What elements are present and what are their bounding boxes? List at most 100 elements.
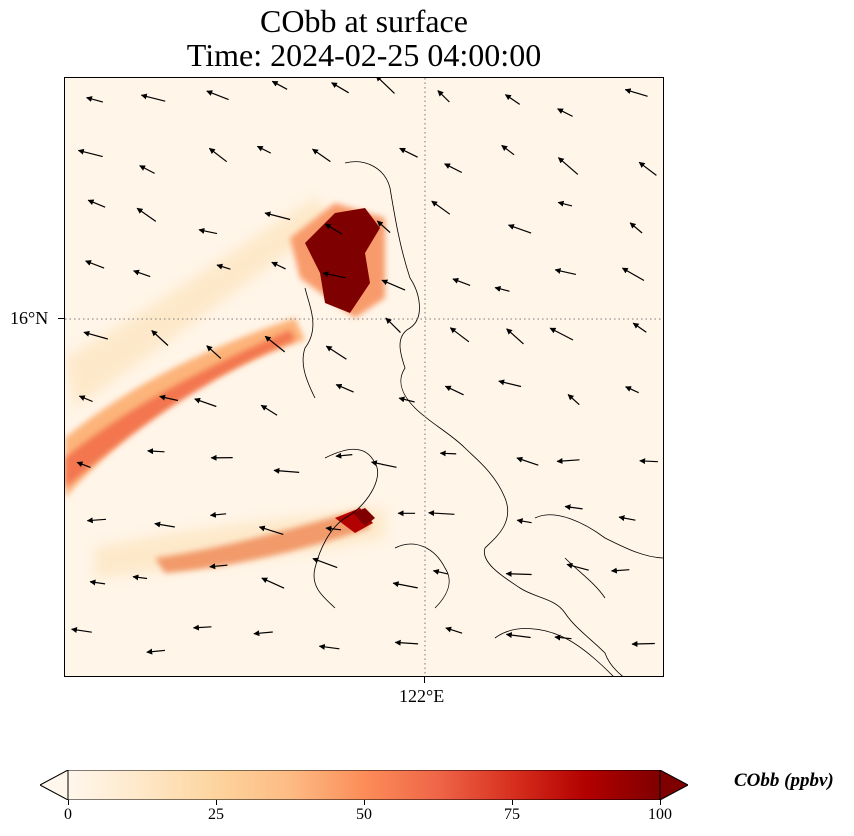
plume-south [155,508,370,573]
colorbar-tick-mark [364,800,365,805]
map-panel [64,77,664,677]
wind-arrow [206,90,229,101]
wind-arrow [77,148,103,158]
source-south-dark [353,508,375,526]
wind-arrow [83,330,108,340]
wind-arrow [322,271,346,279]
wind-arrow [625,386,639,394]
wind-arrow [504,94,521,105]
lon-tick-label: 122°E [399,686,445,706]
colorbar-tick-mark [512,800,513,805]
plume-northwest-core [65,330,295,488]
wind-arrow [431,200,451,215]
wind-arrow [312,148,331,163]
wind-arrow [133,269,151,278]
wind-arrow [271,80,288,90]
wind-arrow [85,260,105,269]
colorbar-tick-mark [660,800,661,805]
colorbar-extend-high [659,769,690,801]
wind-arrow [505,632,531,639]
wind-arrow [392,581,418,589]
wind-arrow [629,222,643,234]
wind-arrow [399,147,418,158]
wind-arrow [428,510,455,517]
wind-arrow [554,634,572,641]
wind-arrow [557,157,579,175]
wind-arrow [159,394,179,402]
wind-arrow [206,345,222,359]
wind-arrow [566,562,589,571]
wind-arrow [78,395,93,403]
wind-arrow [208,147,228,163]
wind-arrow [507,224,532,234]
wind-arrow [376,220,391,234]
wind-arrow [264,211,291,221]
wind-arrow [192,624,212,631]
wind-arrow [452,278,471,286]
wind-arrow [549,327,574,341]
wind-arrow [554,268,577,275]
colorbar-tick-mark [216,800,217,805]
wind-vectors [71,78,658,655]
wind-arrow [632,322,647,333]
wind-arrow [76,461,91,468]
wind-arrow [437,90,450,103]
wind-arrow [516,518,532,525]
title-line-1: CObb at surface [260,3,468,39]
wind-arrow [506,328,524,345]
lat-tick-label: 16°N [10,308,49,328]
concentration-field [65,198,385,578]
wind-arrow [444,163,463,174]
wind-arrow [253,630,273,637]
haze-plume [65,198,335,408]
lat-tick-mark [58,318,64,319]
map-title: CObb at surface Time: 2024-02-25 04:00:0… [64,4,664,72]
wind-arrow [449,327,470,343]
wind-arrow [132,574,148,581]
wind-arrow [258,525,284,535]
colorbar-label: CObb (ppbv) [734,770,834,791]
wind-arrow [260,404,278,416]
wind-arrow [370,460,397,468]
coastlines [302,161,663,676]
colorbar-tick-label: 100 [648,806,672,823]
wind-arrow [639,458,658,465]
wind-arrow [261,577,285,589]
wind-arrow [516,456,539,466]
colorbar-tick-label: 50 [356,806,372,823]
colorbar-extend-low [38,769,69,801]
wind-arrow [375,78,395,94]
wind-arrow [331,82,350,94]
wind-arrow [557,200,573,207]
wind-arrow [198,227,218,235]
wind-arrow [146,648,165,655]
colorbar-tick-mark [68,800,69,805]
wind-arrow [256,145,272,154]
wind-arrow [154,521,175,528]
wind-arrow [498,379,522,388]
wind-arrow [432,568,448,575]
wind-arrow [444,385,464,396]
wind-arrow [624,88,648,97]
wind-arrow [557,108,573,117]
wind-arrow [335,383,354,393]
colorbar-gradient [67,769,661,801]
wind-arrow [318,643,340,650]
map-canvas [65,78,663,676]
wind-arrow [86,96,104,103]
wind-arrow [564,504,583,511]
wind-arrow [325,345,347,360]
wind-arrow [140,93,166,102]
wind-arrow [618,515,636,522]
wind-arrow [271,261,286,270]
wind-arrow [638,161,657,176]
wind-arrow [621,267,645,282]
wind-arrow [209,511,227,518]
wind-arrow [273,467,300,474]
wind-arrow [194,397,217,408]
wind-arrow [147,448,165,455]
colorbar-tick-label: 25 [208,806,224,823]
wind-arrow [325,525,342,532]
wind-arrow [86,517,107,524]
wind-arrow [505,570,532,577]
